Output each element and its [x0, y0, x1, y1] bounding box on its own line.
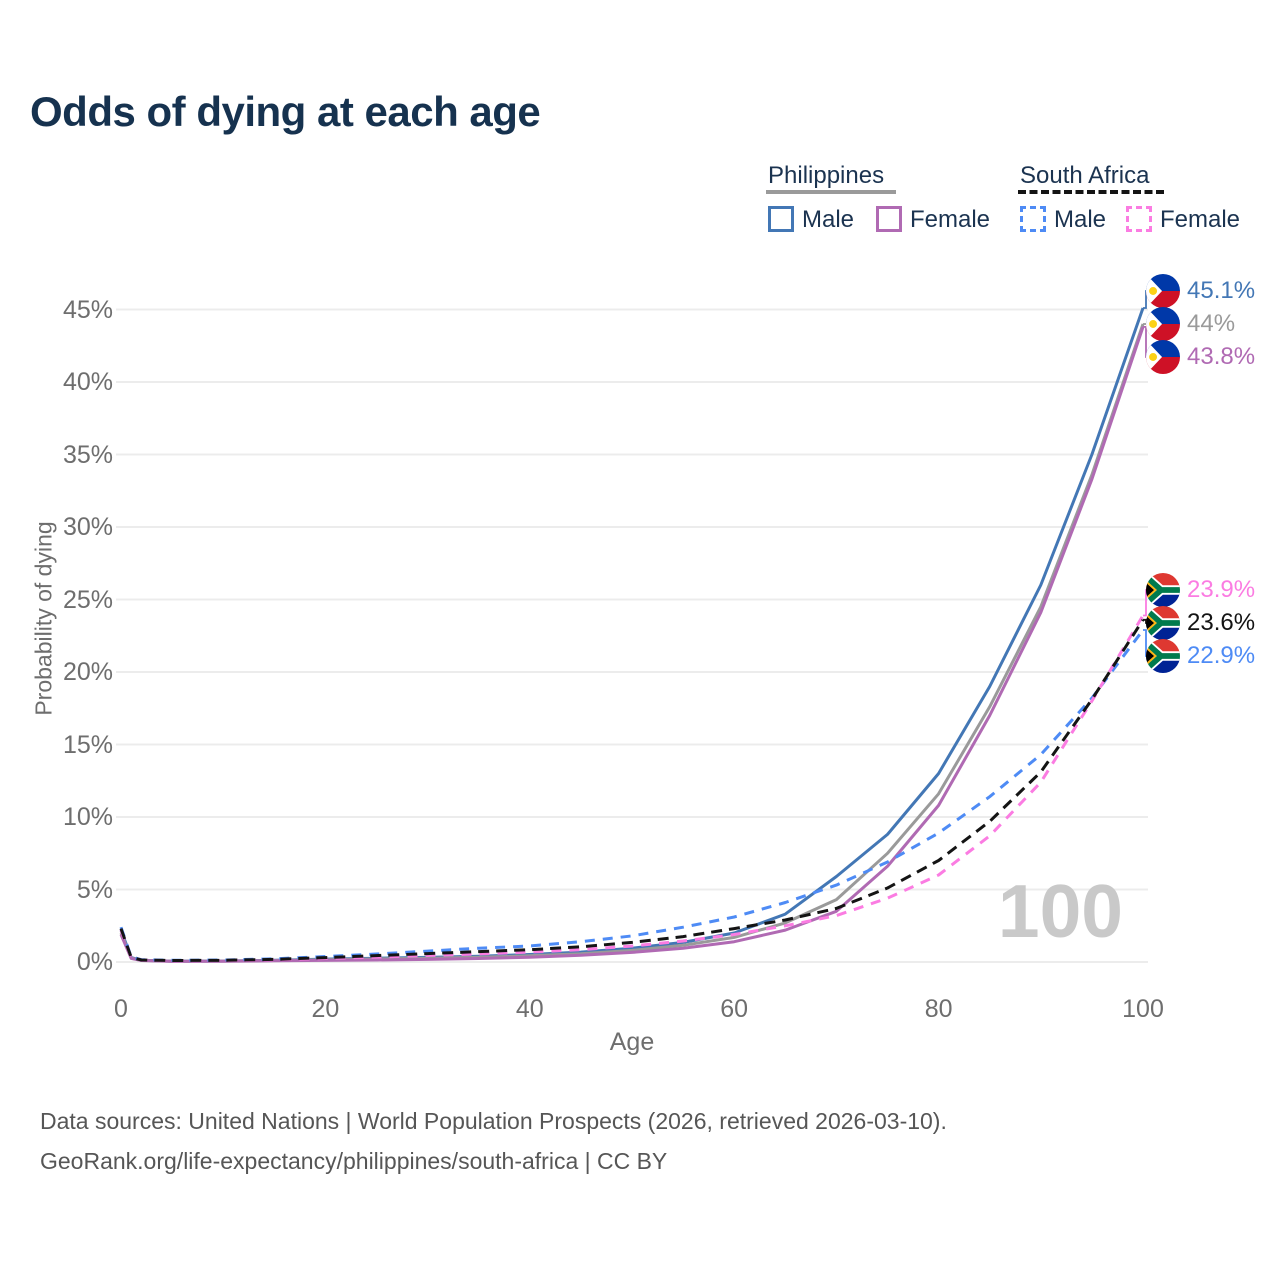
series-line-ph_female — [119, 326, 1145, 963]
series-line-sa_total — [119, 618, 1145, 962]
end-label-philippines-male: 45.1% — [1146, 274, 1255, 308]
end-label-value: 23.6% — [1187, 609, 1256, 636]
page-title: Odds of dying at each age — [30, 88, 541, 135]
x-tick-label: 80 — [924, 995, 953, 1023]
x-tick-label: 0 — [114, 995, 128, 1023]
x-tick-label: 20 — [311, 995, 340, 1023]
series-line-ph_total — [119, 323, 1145, 963]
legend-south-africa-line-swatch — [1018, 190, 1164, 194]
end-label-philippines-total: 44% — [1146, 307, 1235, 341]
y-tick-label: 0% — [76, 948, 113, 976]
attribution-text: GeoRank.org/life-expectancy/philippines/… — [40, 1148, 668, 1174]
y-tick-label: 20% — [62, 658, 113, 686]
x-axis-title: Age — [609, 1028, 655, 1056]
y-tick-label: 35% — [62, 440, 113, 469]
y-tick-label: 40% — [62, 368, 113, 396]
y-tick-label: 5% — [76, 875, 113, 904]
legend-swatch-philippines-male[interactable] — [768, 206, 794, 232]
legend-label-south-africa-male[interactable]: Male — [1054, 206, 1107, 233]
end-label-south-africa-male: 22.9% — [1146, 639, 1255, 673]
legend-label-south-africa-female[interactable]: Female — [1160, 206, 1241, 233]
legend-philippines-line-swatch — [766, 190, 896, 194]
legend-swatch-philippines-female[interactable] — [876, 206, 902, 232]
south-africa-flag-icon — [1146, 573, 1180, 607]
south-africa-flag-icon — [1146, 606, 1180, 640]
legend-label-philippines-female[interactable]: Female — [910, 206, 991, 233]
philippines-flag-icon — [1146, 307, 1180, 341]
series-line-sa_female — [119, 614, 1145, 963]
y-tick-label: 25% — [62, 585, 113, 614]
philippines-flag-icon — [1146, 274, 1180, 308]
x-tick-label: 40 — [515, 995, 544, 1023]
legend-label-philippines-male[interactable]: Male — [802, 206, 855, 233]
end-label-value: 45.1% — [1187, 277, 1256, 304]
end-label-value: 44% — [1187, 310, 1236, 337]
y-tick-label: 15% — [62, 730, 113, 759]
y-tick-label: 45% — [62, 295, 113, 324]
legend-group-philippines-label: Philippines — [768, 162, 885, 189]
end-label-philippines-female: 43.8% — [1146, 340, 1255, 374]
end-label-south-africa-female: 23.9% — [1146, 573, 1255, 607]
x-tick-label: 60 — [720, 995, 749, 1023]
age-counter-watermark: 100 — [997, 869, 1123, 953]
data-sources-text: Data sources: United Nations | World Pop… — [40, 1108, 947, 1134]
philippines-flag-icon — [1146, 340, 1180, 374]
legend-swatch-south-africa-male[interactable] — [1020, 206, 1046, 232]
south-africa-flag-icon — [1146, 639, 1180, 673]
legend-swatch-south-africa-female[interactable] — [1126, 206, 1152, 232]
end-label-south-africa-total: 23.6% — [1146, 606, 1255, 640]
series-line-ph_male — [119, 307, 1145, 963]
end-label-value: 23.9% — [1187, 576, 1256, 603]
y-tick-label: 30% — [62, 513, 113, 541]
end-label-value: 43.8% — [1187, 343, 1256, 370]
end-label-value: 22.9% — [1187, 642, 1256, 669]
x-tick-label: 100 — [1122, 995, 1164, 1023]
legend-group-south-africa-label: South Africa — [1020, 162, 1150, 189]
y-tick-label: 10% — [62, 803, 113, 831]
